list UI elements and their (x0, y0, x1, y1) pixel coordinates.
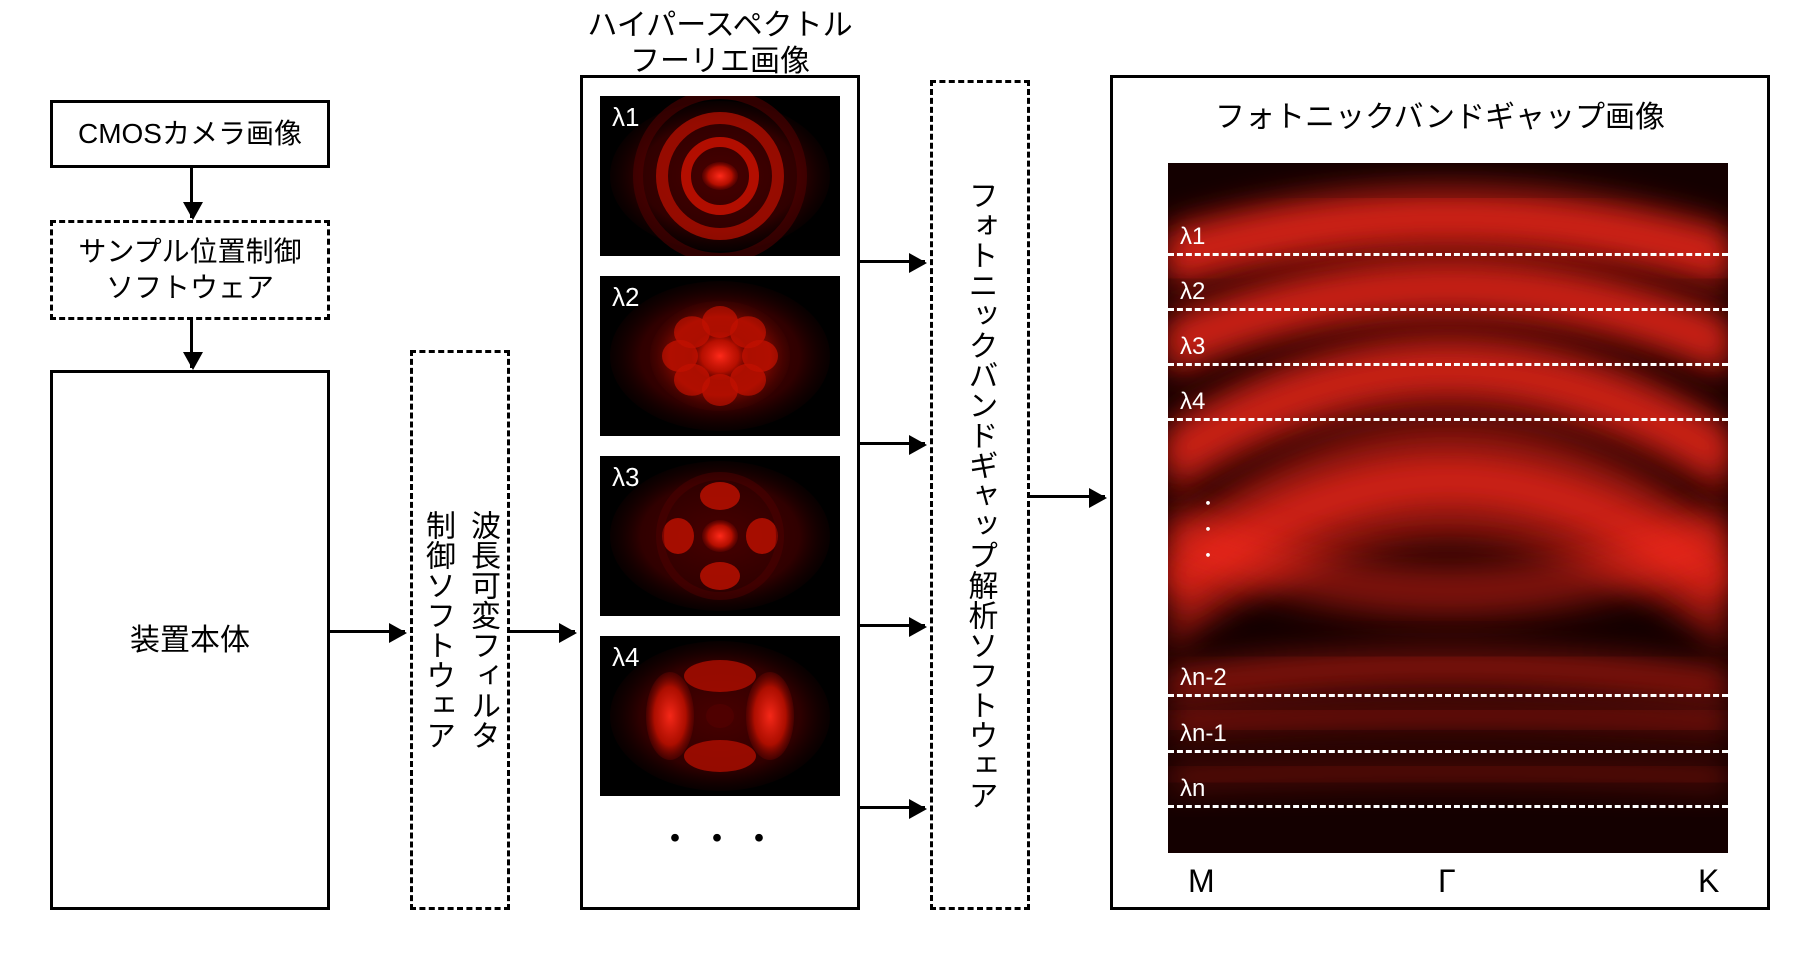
fourier-image-2: λ2 (600, 276, 840, 436)
arrow-sample_to_device (190, 320, 193, 368)
box-device: 装置本体 (50, 370, 330, 910)
box-analysis_sw: フォトニックバンドギャップ解析ソフトウェア (930, 80, 1030, 910)
box-filter_sw: 波長可変フィルタ 制御ソフトウェア (410, 350, 510, 910)
bandgap-line-label-3: λ4 (1180, 388, 1205, 416)
box-sample_sw: サンプル位置制御 ソフトウェア (50, 220, 330, 320)
fourier-label-3: λ3 (612, 462, 639, 493)
bandgap-panel: フォトニックバンドギャップ画像 λ1 λ2 λ3 λ4 λn-2 λn-1 λn ・・・ M Γ K (1110, 75, 1770, 910)
bandgap-line-1 (1168, 308, 1728, 311)
bandgap-line-label-4: λn-2 (1180, 664, 1227, 692)
arrow-cmos_to_sample (190, 168, 193, 218)
fourier-label-2: λ2 (612, 282, 639, 313)
bandgap-line-label-6: λn (1180, 775, 1205, 803)
bandgap-line-5 (1168, 750, 1728, 753)
arrow-fourier_to_an_1 (860, 260, 925, 263)
bandgap-plot: λ1 λ2 λ3 λ4 λn-2 λn-1 λn ・・・ (1168, 163, 1728, 853)
fourier-ellipsis: ・・・ (583, 810, 857, 862)
fourier-label-1: λ1 (612, 102, 639, 133)
bandgap-line-label-1: λ2 (1180, 278, 1205, 306)
bandgap-axis-center: Γ (1438, 863, 1456, 895)
fourier-image-1: λ1 (600, 96, 840, 256)
fourier-image-3: λ3 (600, 456, 840, 616)
bandgap-line-label-5: λn-1 (1180, 720, 1227, 748)
box-label-device: 装置本体 (130, 621, 250, 660)
arrow-fourier_to_an_2 (860, 442, 925, 445)
arrow-an_to_bandgap (1030, 495, 1105, 498)
bandgap-axis-left: M (1188, 863, 1215, 895)
bandgap-axis-right: K (1698, 863, 1719, 895)
bandgap-line-0 (1168, 253, 1728, 256)
arrow-device_to_filter (330, 630, 405, 633)
fourier-title: ハイパースペクトル フーリエ画像 (580, 8, 860, 80)
bandgap-title: フォトニックバンドギャップ画像 (1113, 92, 1767, 136)
fourier-label-4: λ4 (612, 642, 639, 673)
fourier-panel: λ1 λ2 λ3 λ4 ・・・ (580, 75, 860, 910)
bandgap-line-4 (1168, 694, 1728, 697)
bandgap-line-label-2: λ3 (1180, 333, 1205, 361)
bandgap-line-label-0: λ1 (1180, 223, 1205, 251)
box-cmos: CMOSカメラ画像 (50, 100, 330, 168)
fourier-image-4: λ4 (600, 636, 840, 796)
bandgap-line-2 (1168, 363, 1728, 366)
arrow-fourier_to_an_4 (860, 806, 925, 809)
bandgap-line-3 (1168, 418, 1728, 421)
arrow-filter_to_fourier (510, 630, 575, 633)
box-label-filter_sw: 波長可変フィルタ 制御ソフトウェア (415, 510, 505, 750)
bandgap-ellipsis: ・・・ (1194, 494, 1220, 572)
arrow-fourier_to_an_3 (860, 624, 925, 627)
box-label-cmos: CMOSカメラ画像 (78, 116, 302, 152)
box-label-analysis_sw: フォトニックバンドギャップ解析ソフトウェア (958, 180, 1003, 810)
box-label-sample_sw: サンプル位置制御 ソフトウェア (78, 234, 301, 307)
bandgap-line-6 (1168, 805, 1728, 808)
